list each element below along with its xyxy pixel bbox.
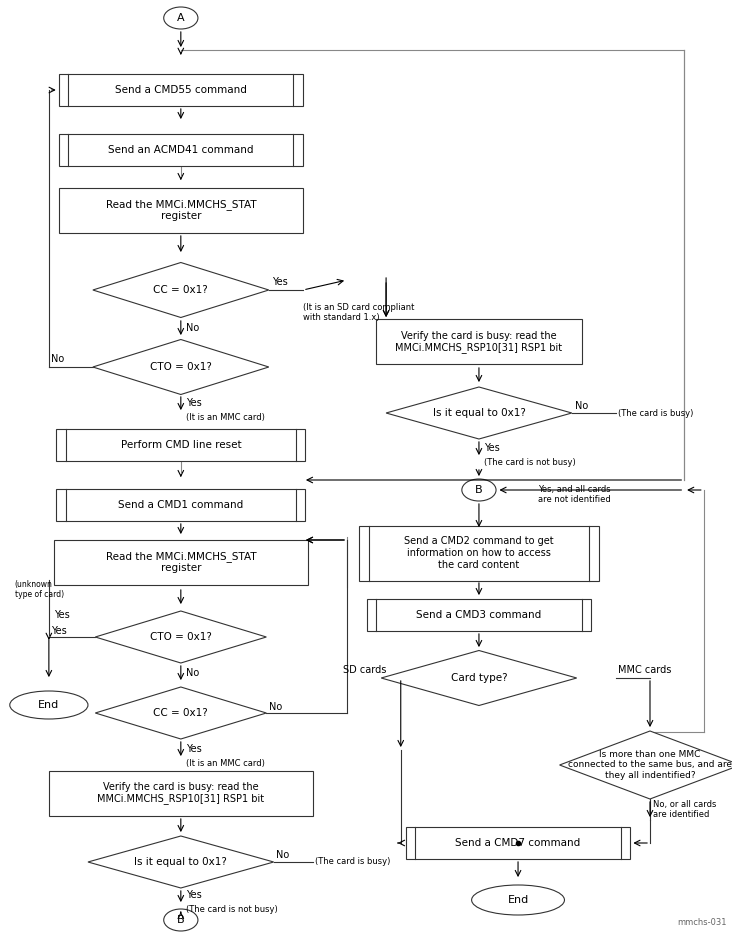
- Text: Yes: Yes: [186, 890, 201, 900]
- Text: SD cards: SD cards: [343, 665, 386, 675]
- Text: End: End: [38, 700, 59, 710]
- Text: Read the MMCi.MMCHS_STAT
register: Read the MMCi.MMCHS_STAT register: [106, 551, 256, 573]
- Ellipse shape: [462, 479, 496, 501]
- Text: Is it equal to 0x1?: Is it equal to 0x1?: [432, 408, 525, 418]
- Bar: [58, 187, 303, 232]
- Text: CC = 0x1?: CC = 0x1?: [154, 708, 208, 718]
- Bar: [366, 599, 592, 631]
- Text: No: No: [276, 850, 289, 860]
- Text: (unknown
type of card): (unknown type of card): [15, 580, 64, 599]
- Bar: [376, 320, 581, 364]
- Text: mmchs-031: mmchs-031: [678, 918, 727, 927]
- Text: B: B: [177, 915, 185, 925]
- Text: No: No: [51, 354, 64, 364]
- Text: Send a CMD3 command: Send a CMD3 command: [416, 610, 542, 620]
- Polygon shape: [95, 687, 267, 739]
- Text: Send a CMD1 command: Send a CMD1 command: [118, 500, 243, 510]
- Text: Is it equal to 0x1?: Is it equal to 0x1?: [134, 857, 227, 867]
- Polygon shape: [93, 339, 269, 394]
- Text: Card type?: Card type?: [451, 673, 507, 683]
- Text: No: No: [574, 401, 588, 411]
- Text: Yes: Yes: [54, 610, 70, 620]
- Bar: [360, 526, 598, 581]
- Text: Verify the card is busy: read the
MMCi.MMCHS_RSP10[31] RSP1 bit: Verify the card is busy: read the MMCi.M…: [97, 782, 264, 804]
- Text: Send a CMD55 command: Send a CMD55 command: [115, 85, 246, 95]
- Text: Yes: Yes: [272, 277, 288, 287]
- Text: B: B: [475, 485, 483, 495]
- Polygon shape: [381, 651, 577, 706]
- Text: No: No: [186, 668, 199, 678]
- Polygon shape: [386, 387, 571, 439]
- Ellipse shape: [472, 885, 565, 915]
- Bar: [58, 74, 303, 106]
- Text: Yes: Yes: [484, 443, 500, 453]
- Polygon shape: [88, 836, 273, 888]
- Text: Send a CMD7 command: Send a CMD7 command: [455, 838, 580, 848]
- Text: Verify the card is busy: read the
MMCi.MMCHS_RSP10[31] RSP1 bit: Verify the card is busy: read the MMCi.M…: [395, 331, 562, 353]
- Ellipse shape: [10, 691, 88, 719]
- Text: Yes: Yes: [186, 744, 201, 754]
- Text: Send an ACMD41 command: Send an ACMD41 command: [108, 145, 254, 155]
- Text: No: No: [269, 702, 282, 712]
- Text: CC = 0x1?: CC = 0x1?: [154, 285, 208, 295]
- Text: CTO = 0x1?: CTO = 0x1?: [150, 632, 212, 642]
- Text: No, or all cards
are identified: No, or all cards are identified: [653, 800, 716, 819]
- Ellipse shape: [164, 909, 198, 931]
- Polygon shape: [93, 263, 269, 318]
- Text: (It is an MMC card): (It is an MMC card): [186, 413, 264, 422]
- Ellipse shape: [164, 7, 198, 29]
- Text: Is more than one MMC
connected to the same bus, and are
they all indentified?: Is more than one MMC connected to the sa…: [568, 750, 732, 780]
- Text: (It is an MMC card): (It is an MMC card): [186, 759, 264, 768]
- Text: End: End: [507, 895, 529, 905]
- Bar: [58, 134, 303, 166]
- Bar: [406, 827, 631, 859]
- Text: Yes: Yes: [186, 398, 201, 408]
- Bar: [56, 429, 306, 461]
- Text: (The card is busy): (The card is busy): [618, 408, 693, 418]
- Text: A: A: [177, 13, 185, 23]
- Text: (The card is not busy): (The card is not busy): [484, 458, 575, 467]
- Text: (The card is busy): (The card is busy): [315, 857, 390, 867]
- Text: (The card is not busy): (The card is not busy): [186, 905, 277, 914]
- Bar: [56, 489, 306, 521]
- Text: Yes, and all cards
are not identified: Yes, and all cards are not identified: [538, 485, 610, 504]
- Text: MMC cards: MMC cards: [618, 665, 671, 675]
- Text: CTO = 0x1?: CTO = 0x1?: [150, 362, 212, 372]
- Polygon shape: [560, 731, 741, 799]
- Bar: [54, 540, 308, 584]
- Bar: [49, 771, 313, 816]
- Text: Read the MMCi.MMCHS_STAT
register: Read the MMCi.MMCHS_STAT register: [106, 199, 256, 221]
- Text: Yes: Yes: [51, 626, 67, 636]
- Text: Send a CMD2 command to get
information on how to access
the card content: Send a CMD2 command to get information o…: [404, 537, 554, 569]
- Text: No: No: [186, 323, 199, 333]
- Text: Perform CMD line reset: Perform CMD line reset: [121, 440, 241, 450]
- Polygon shape: [95, 611, 267, 663]
- Text: (It is an SD card compliant
with standard 1.x): (It is an SD card compliant with standar…: [303, 303, 414, 322]
